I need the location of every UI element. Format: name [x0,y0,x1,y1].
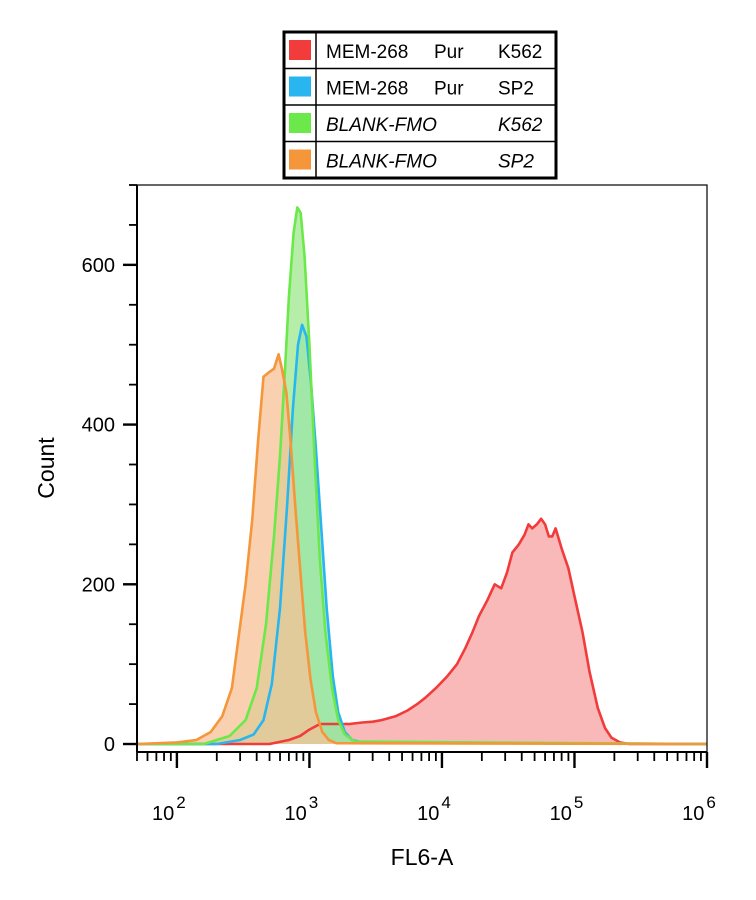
legend-label: SP2 [498,152,534,173]
legend: MEM-268 Pur K562 MEM-268 Pur SP2 BLANK-FMO K562… [282,30,558,180]
series-area-blank-fmo-k562 [137,207,707,744]
x-tick-label: 102 [152,793,186,825]
legend-swatch [289,76,311,97]
legend-swatch [289,149,311,170]
legend-swatch [289,113,311,133]
legend-swatch [289,40,311,60]
x-axis: 102 103 104 105 106 [136,751,716,825]
y-tick-label: 400 [82,415,115,437]
x-tick-label: 104 [417,793,451,825]
legend-label: K562 [498,42,542,63]
series-area-mem-268-pur-k562 [137,518,707,744]
y-axis: 0 200 400 600 [82,184,138,756]
legend-label: MEM-268 [326,42,408,63]
legend-label: BLANK-FMO [326,115,437,136]
x-tick-label: 105 [550,793,584,825]
series-area-mem-268-pur-sp2 [137,324,707,744]
series-line-mem-268-pur-k562 [137,517,707,746]
series-line-blank-fmo-sp2 [136,353,708,746]
y-axis-title: Count [33,437,59,499]
series-fills [137,207,707,744]
x-axis-title: FL6-A [391,844,454,870]
series-lines [136,206,708,746]
legend-label: BLANK-FMO [326,152,437,173]
x-tick-label: 106 [682,793,716,825]
legend-label: Pur [434,79,464,100]
series-line-blank-fmo-k562 [137,206,708,746]
plot-frame [136,184,708,753]
legend-label: SP2 [498,79,534,100]
series-line-mem-268-pur-sp2 [137,323,708,746]
legend-label: Pur [434,42,464,63]
series-area-blank-fmo-sp2 [137,354,707,744]
y-tick-label: 600 [82,255,115,277]
y-tick-label: 200 [82,574,115,596]
y-tick-label: 0 [104,734,115,756]
x-tick-label: 103 [285,793,319,825]
legend-label: K562 [498,115,543,136]
legend-label: MEM-268 [326,79,408,100]
